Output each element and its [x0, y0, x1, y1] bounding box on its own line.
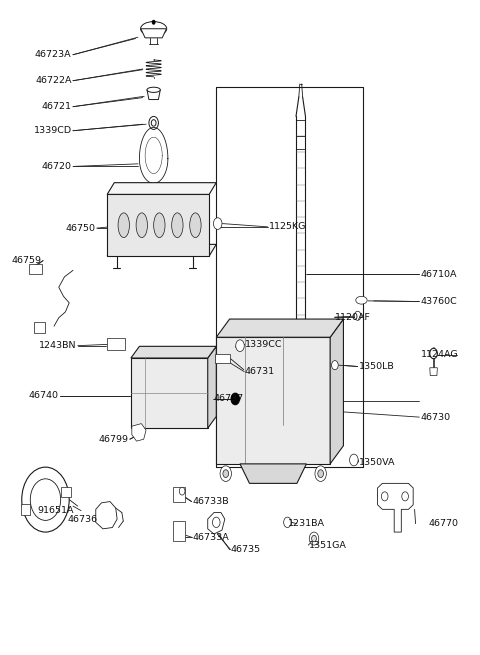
Bar	[173, 521, 185, 540]
Circle shape	[349, 454, 358, 466]
Text: 1120AF: 1120AF	[335, 312, 371, 322]
Text: 46733B: 46733B	[192, 497, 229, 506]
Polygon shape	[132, 424, 146, 441]
Text: 46731: 46731	[245, 367, 275, 376]
Text: 46720: 46720	[42, 162, 72, 171]
Text: 46736: 46736	[68, 515, 97, 523]
Polygon shape	[216, 337, 330, 464]
Text: 46750: 46750	[65, 223, 96, 233]
Bar	[216, 354, 229, 364]
Text: 1231BA: 1231BA	[288, 519, 324, 528]
Circle shape	[312, 535, 316, 542]
Polygon shape	[131, 358, 208, 428]
Bar	[34, 322, 45, 333]
Bar	[107, 338, 125, 350]
Ellipse shape	[172, 213, 183, 238]
Text: 46737: 46737	[214, 394, 244, 403]
Polygon shape	[240, 464, 306, 483]
Polygon shape	[107, 195, 209, 256]
Polygon shape	[96, 502, 117, 529]
Polygon shape	[208, 346, 216, 428]
Polygon shape	[378, 483, 413, 532]
Circle shape	[332, 361, 338, 369]
Bar	[173, 487, 185, 502]
Circle shape	[223, 470, 228, 477]
Text: 46735: 46735	[230, 545, 261, 554]
Circle shape	[315, 466, 326, 481]
Circle shape	[151, 120, 156, 126]
Ellipse shape	[118, 213, 130, 238]
Circle shape	[318, 470, 324, 477]
Ellipse shape	[356, 296, 367, 304]
Circle shape	[179, 487, 185, 495]
Polygon shape	[330, 319, 343, 464]
Text: 46759: 46759	[12, 256, 42, 265]
Text: 46722A: 46722A	[35, 76, 72, 85]
Polygon shape	[147, 90, 160, 100]
Text: 46740: 46740	[29, 391, 59, 400]
Text: 46721: 46721	[42, 102, 72, 111]
Text: 1125KG: 1125KG	[268, 222, 306, 231]
Circle shape	[220, 466, 231, 481]
Text: 91651A: 91651A	[37, 506, 73, 515]
Circle shape	[382, 492, 388, 501]
Text: 1339CD: 1339CD	[34, 126, 72, 135]
Circle shape	[309, 532, 319, 545]
Circle shape	[284, 517, 291, 527]
Polygon shape	[131, 346, 216, 358]
Text: 1350LB: 1350LB	[359, 362, 395, 371]
Circle shape	[22, 467, 69, 532]
Circle shape	[236, 340, 244, 352]
Circle shape	[213, 517, 220, 527]
Circle shape	[214, 217, 222, 229]
Circle shape	[354, 311, 361, 320]
Polygon shape	[107, 183, 216, 195]
Text: 1350VA: 1350VA	[359, 458, 395, 467]
Text: 46710A: 46710A	[420, 270, 457, 279]
Circle shape	[152, 20, 155, 24]
Text: 46730: 46730	[420, 413, 450, 422]
Polygon shape	[430, 367, 437, 375]
Ellipse shape	[190, 213, 201, 238]
Circle shape	[402, 492, 408, 501]
Text: 1339CC: 1339CC	[245, 340, 282, 349]
Polygon shape	[139, 128, 168, 183]
Circle shape	[149, 117, 158, 130]
Bar	[29, 264, 42, 274]
Ellipse shape	[136, 213, 147, 238]
Text: 46733A: 46733A	[192, 533, 229, 542]
Polygon shape	[216, 319, 343, 337]
Text: 46770: 46770	[428, 519, 458, 528]
Bar	[21, 504, 30, 515]
Ellipse shape	[154, 213, 165, 238]
Bar	[61, 487, 71, 497]
Circle shape	[30, 479, 60, 520]
Ellipse shape	[147, 87, 160, 92]
Text: 46799: 46799	[98, 435, 129, 443]
Text: 1243BN: 1243BN	[39, 341, 76, 350]
Polygon shape	[141, 29, 167, 38]
Text: 1351GA: 1351GA	[309, 540, 347, 550]
Text: 1124AG: 1124AG	[420, 350, 458, 360]
Ellipse shape	[141, 22, 167, 36]
Circle shape	[430, 348, 437, 359]
Text: 46723A: 46723A	[35, 50, 72, 59]
Polygon shape	[208, 513, 225, 534]
Text: 43760C: 43760C	[420, 297, 457, 306]
Circle shape	[231, 393, 240, 405]
Polygon shape	[107, 244, 216, 256]
